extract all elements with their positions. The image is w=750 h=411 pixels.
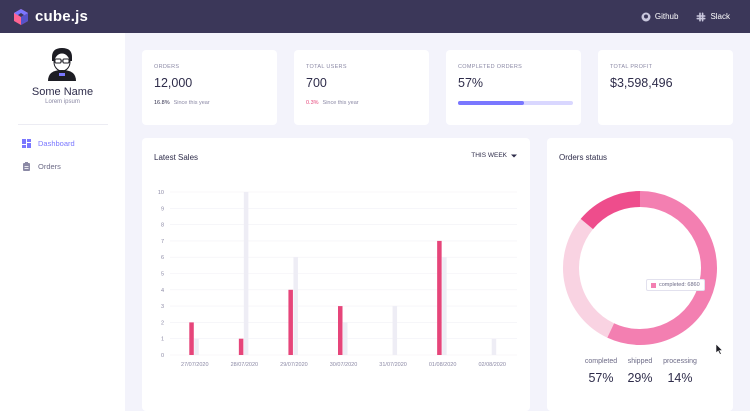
latest-sales-card: Latest Sales THIS WEEK 0 1 2 3 4 5 6 7 8 9 10 27/07… bbox=[142, 138, 530, 411]
dashboard-icon bbox=[22, 139, 31, 148]
orders-status-donut-chart bbox=[563, 191, 717, 345]
y-tick-label: 3 bbox=[161, 304, 164, 310]
kpi-change-percent: 16.8% bbox=[154, 100, 170, 106]
x-tick-label: 01/08/2020 bbox=[429, 362, 457, 368]
legend-label: shipped bbox=[627, 358, 653, 365]
bar bbox=[238, 338, 244, 355]
kpi-change: 0.3% Since this year bbox=[306, 100, 359, 106]
legend-item-shipped: shipped 29% bbox=[615, 358, 665, 385]
donut-slice-shipped bbox=[563, 218, 615, 338]
legend-item-completed: completed 57% bbox=[576, 358, 626, 385]
legend-item-processing: processing 14% bbox=[655, 358, 705, 385]
kpi-change-percent: 0.3% bbox=[306, 100, 319, 106]
period-dropdown[interactable]: THIS WEEK bbox=[471, 152, 517, 159]
kpi-title: ORDERS bbox=[154, 64, 180, 70]
sidebar-divider bbox=[18, 124, 108, 125]
y-tick-label: 1 bbox=[161, 337, 164, 343]
x-tick-label: 27/07/2020 bbox=[181, 362, 209, 368]
sidebar-item-dashboard[interactable]: Dashboard bbox=[22, 139, 75, 148]
kpi-change: 16.8% Since this year bbox=[154, 100, 210, 106]
slack-icon bbox=[696, 12, 706, 21]
top-navbar: cube.js Github Slack bbox=[0, 0, 750, 33]
bar bbox=[392, 306, 398, 355]
donut-slice-completed bbox=[607, 191, 717, 345]
github-icon bbox=[641, 12, 651, 21]
avatar bbox=[48, 48, 76, 81]
bar bbox=[288, 289, 293, 355]
brand-logo[interactable]: cube.js bbox=[12, 8, 88, 26]
legend-value: 29% bbox=[627, 371, 653, 385]
slack-link[interactable]: Slack bbox=[696, 12, 730, 22]
kpi-value: 57% bbox=[458, 76, 484, 90]
donut-slice-processing bbox=[580, 191, 641, 230]
slack-label: Slack bbox=[710, 12, 730, 21]
sidebar-item-label: Orders bbox=[38, 162, 61, 171]
x-tick-label: 30/07/2020 bbox=[330, 362, 358, 368]
y-tick-label: 4 bbox=[161, 288, 164, 294]
bar bbox=[189, 322, 194, 355]
kpi-value: 700 bbox=[306, 76, 327, 90]
legend-value: 14% bbox=[667, 371, 693, 385]
y-tick-label: 9 bbox=[161, 206, 164, 212]
latest-sales-title: Latest Sales bbox=[154, 153, 199, 162]
y-tick-label: 10 bbox=[158, 190, 164, 196]
user-role: Lorem ipsum bbox=[45, 99, 80, 105]
kpi-title: TOTAL PROFIT bbox=[610, 64, 653, 70]
y-tick-label: 8 bbox=[161, 223, 164, 229]
bar bbox=[243, 192, 249, 355]
progress-fill bbox=[458, 101, 524, 105]
completed-orders-progress-bar bbox=[458, 101, 573, 105]
kpi-card-total-profit: TOTAL PROFIT $3,598,496 bbox=[598, 50, 733, 125]
kpi-card-orders: ORDERS 12,000 16.8% Since this year bbox=[142, 50, 277, 125]
tooltip-swatch bbox=[651, 282, 656, 288]
bar bbox=[194, 338, 199, 355]
latest-sales-chart: 0 1 2 3 4 5 6 7 8 9 10 27/07/2020 28/07/2020 29/07/20… bbox=[158, 190, 517, 368]
chart-tooltip: completed: 6860 bbox=[646, 279, 705, 291]
kpi-change-note: Since this year bbox=[173, 100, 210, 106]
sidebar: Some Name Lorem ipsum Dashboard Orders bbox=[0, 33, 125, 411]
bar bbox=[491, 338, 497, 355]
cube-logo-icon bbox=[14, 8, 28, 25]
github-label: Github bbox=[654, 12, 679, 21]
kpi-card-total-users: TOTAL USERS 700 0.3% Since this year bbox=[294, 50, 429, 125]
brand-name: cube.js bbox=[35, 8, 89, 25]
legend-label: processing bbox=[663, 358, 697, 365]
bar bbox=[343, 322, 348, 355]
y-tick-label: 7 bbox=[161, 239, 164, 245]
y-tick-label: 2 bbox=[161, 320, 164, 326]
bar bbox=[442, 257, 447, 355]
legend-label: completed bbox=[584, 358, 618, 365]
x-tick-label: 29/07/2020 bbox=[280, 362, 308, 368]
kpi-change-note: Since this year bbox=[322, 100, 359, 106]
orders-status-title: Orders status bbox=[559, 153, 608, 162]
bar bbox=[437, 240, 442, 355]
github-link[interactable]: Github bbox=[641, 12, 679, 22]
sidebar-item-label: Dashboard bbox=[38, 139, 75, 148]
kpi-title: TOTAL USERS bbox=[306, 64, 347, 70]
kpi-title: COMPLETED ORDERS bbox=[458, 64, 523, 70]
y-tick-label: 0 bbox=[161, 353, 164, 359]
legend-value: 57% bbox=[588, 371, 614, 385]
bar bbox=[293, 257, 298, 355]
kpi-card-completed-orders: COMPLETED ORDERS 57% bbox=[446, 50, 581, 125]
period-label: THIS WEEK bbox=[471, 152, 507, 159]
kpi-value: 12,000 bbox=[154, 76, 193, 90]
x-tick-label: 28/07/2020 bbox=[231, 362, 259, 368]
orders-icon bbox=[23, 162, 30, 171]
kpi-value: $3,598,496 bbox=[610, 76, 673, 90]
sidebar-item-orders[interactable]: Orders bbox=[22, 162, 61, 171]
header-links: Github Slack bbox=[623, 0, 730, 33]
x-tick-label: 02/08/2020 bbox=[478, 362, 506, 368]
user-name: Some Name bbox=[31, 86, 94, 98]
y-tick-label: 6 bbox=[161, 255, 164, 261]
x-tick-label: 31/07/2020 bbox=[379, 362, 407, 368]
bar bbox=[338, 306, 343, 355]
orders-status-card: Orders status completed: 6860 completed … bbox=[547, 138, 733, 411]
mouse-cursor-icon bbox=[716, 344, 724, 355]
chevron-down-icon bbox=[511, 154, 517, 157]
tooltip-text: completed: 6860 bbox=[659, 282, 700, 288]
y-tick-label: 5 bbox=[161, 272, 164, 278]
